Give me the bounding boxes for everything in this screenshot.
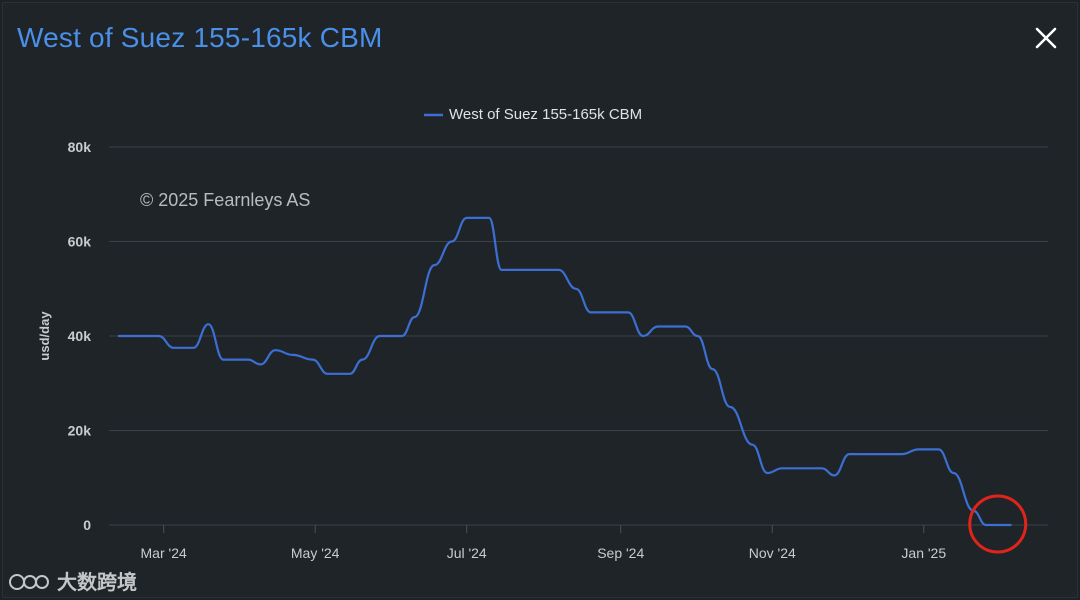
legend[interactable]: West of Suez 155-165k CBM: [424, 106, 642, 123]
y-tick-label: 60k: [68, 234, 92, 250]
y-tick-label: 80k: [68, 139, 92, 155]
series-line: [117, 216, 1012, 527]
y-tick-label: 0: [83, 517, 91, 533]
x-tick-label: Jan '25: [901, 545, 946, 561]
legend-label: West of Suez 155-165k CBM: [449, 106, 642, 123]
x-tick-label: May '24: [291, 545, 340, 561]
copyright-text: © 2025 Fearnleys AS: [140, 190, 310, 210]
x-axis-ticks: Mar '24 May '24 Jul '24 Sep '24 Nov '24 Jan '…: [141, 525, 946, 561]
x-tick-label: Sep '24: [597, 545, 644, 561]
gridlines: [109, 146, 1048, 526]
page-title: West of Suez 155-165k CBM: [17, 22, 383, 53]
x-tick-label: Jul '24: [447, 545, 487, 561]
watermark-logo-icon: [9, 574, 49, 590]
y-tick-label: 20k: [68, 423, 92, 439]
y-axis-ticks: 0 20k 40k 60k 80k: [68, 139, 92, 533]
x-tick-label: Nov '24: [749, 545, 796, 561]
x-tick-label: Mar '24: [141, 545, 187, 561]
y-tick-label: 40k: [68, 328, 92, 344]
highlight-circle: [968, 494, 1028, 554]
watermark-text: 大数跨境: [56, 570, 137, 594]
watermark: 大数跨境: [8, 566, 137, 595]
close-button[interactable]: [1030, 22, 1062, 54]
close-icon: [1035, 27, 1057, 49]
y-axis-label: usd/day: [37, 311, 52, 361]
